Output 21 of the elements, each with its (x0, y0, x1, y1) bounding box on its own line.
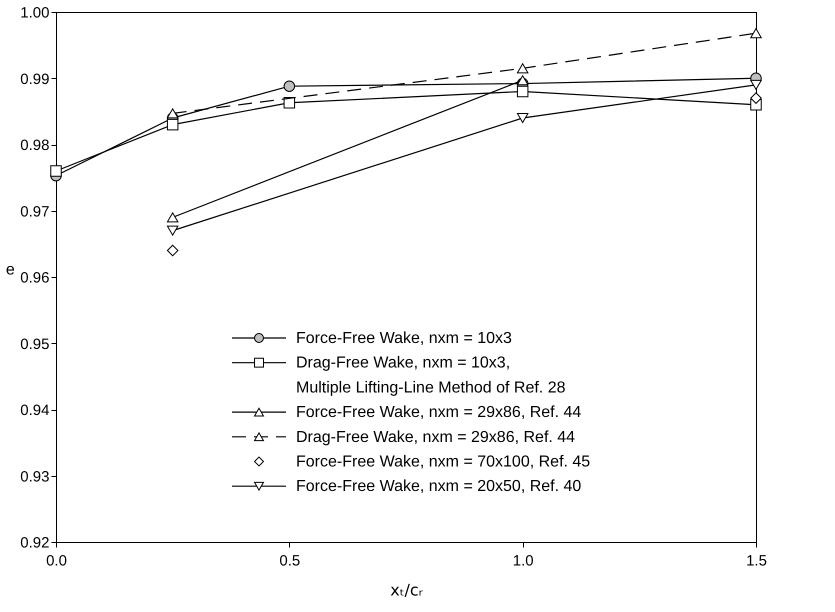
y-axis-title: e (6, 262, 15, 278)
x-axis-title: xₜ/cᵣ (390, 580, 424, 600)
y-tick-label: 0.97 (20, 203, 50, 220)
y-tick-label: 1.00 (20, 4, 50, 22)
x-tick-label: 1.5 (746, 552, 767, 570)
x-tick-label: 0.5 (279, 552, 300, 570)
y-tick-label: 0.92 (20, 534, 50, 552)
y-tick-label: 0.94 (20, 402, 50, 419)
y-tick-label: 0.96 (20, 270, 50, 286)
x-tick-label: 0.0 (46, 552, 67, 570)
y-tick-label: 0.95 (20, 336, 50, 353)
legend-label: Drag-Free Wake, nxm = 29x86, Ref. 44 (296, 428, 576, 446)
legend-label: Drag-Free Wake, nxm = 10x3, Multiple Lifting-Line Method of Ref. 28 (296, 354, 566, 396)
legend-label: Force-Free Wake, nxm = 20x50, Ref. 40 (296, 478, 582, 496)
y-tick-label: 0.93 (20, 468, 50, 486)
legend-label: Force-Free Wake, nxm = 29x86, Ref. 44 (296, 404, 582, 422)
legend-label: Force-Free Wake, nxm = 70x100, Ref. 45 (296, 454, 590, 470)
x-tick-label: 1.0 (512, 552, 534, 570)
legend-label: Force-Free Wake, nxm = 10x3 (296, 330, 512, 347)
y-tick-label: 0.98 (20, 137, 50, 154)
y-tick-label: 0.99 (20, 70, 50, 88)
